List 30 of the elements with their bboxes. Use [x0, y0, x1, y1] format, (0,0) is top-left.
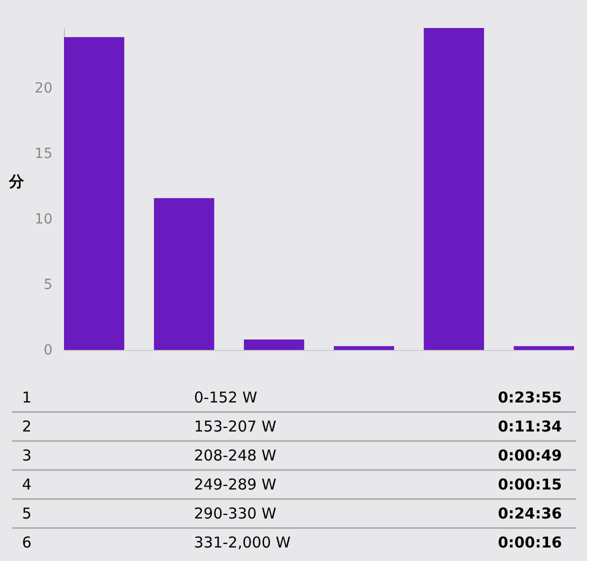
text: 4 [22, 476, 32, 494]
text: 6 [22, 534, 32, 552]
y-tick-label: 0 [44, 342, 52, 358]
text: 0-152 W [194, 388, 258, 406]
y-tick-label: 15 [34, 146, 52, 162]
text: 1 [22, 388, 32, 406]
bar [154, 198, 214, 350]
text: 0:23:55 [498, 388, 562, 406]
bar [514, 346, 574, 350]
y-axis-title: 分 [8, 172, 26, 190]
bar [64, 37, 124, 350]
text: 208-248 W [194, 446, 276, 464]
text: 0:00:16 [498, 534, 562, 552]
text: 0:11:34 [498, 418, 562, 436]
text: 153-207 W [194, 418, 276, 436]
text: 331-2,000 W [194, 534, 291, 552]
bar [424, 28, 484, 350]
bar [334, 346, 394, 350]
y-tick-label: 10 [34, 212, 52, 228]
text: 0:24:36 [498, 504, 562, 522]
text: 2 [22, 418, 32, 436]
text: 5 [22, 504, 32, 522]
y-tick-label: 20 [34, 80, 52, 97]
text: 0:00:15 [498, 476, 562, 494]
text: 249-289 W [194, 476, 276, 494]
y-tick-label: 5 [44, 277, 52, 294]
text: 0:00:49 [498, 446, 562, 464]
text: 290-330 W [194, 504, 276, 522]
bar [244, 340, 304, 350]
text: 3 [22, 446, 32, 464]
